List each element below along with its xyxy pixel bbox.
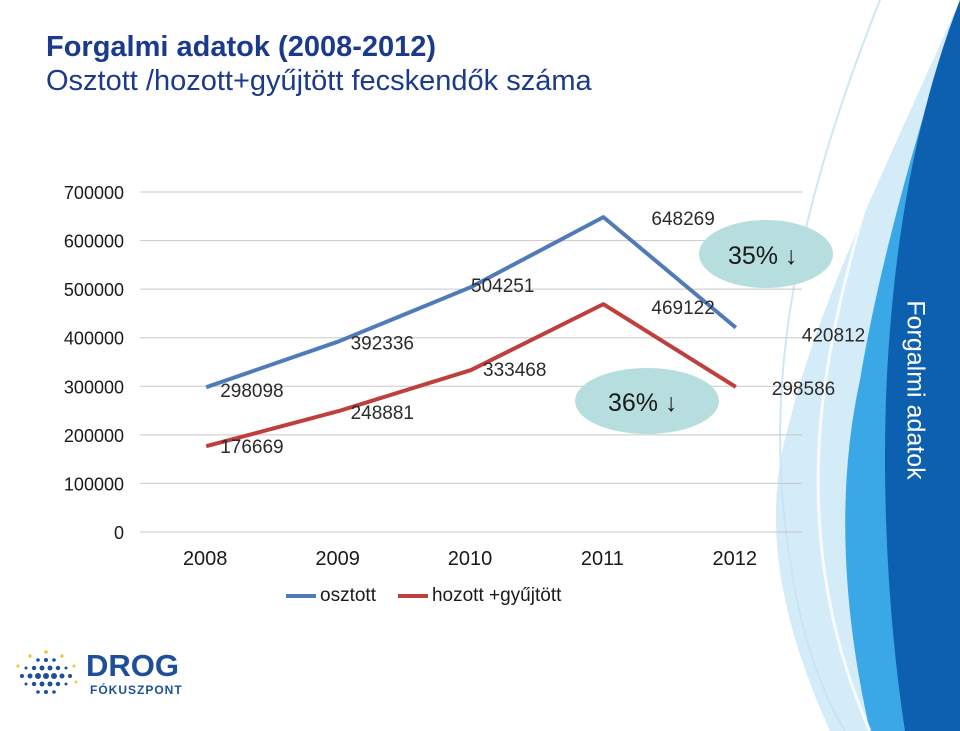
data-label: 504251 bbox=[471, 276, 534, 297]
page-title: Forgalmi adatok (2008-2012) bbox=[46, 31, 437, 63]
legend-item-osztott: osztott bbox=[286, 585, 376, 607]
y-tick-label: 100000 bbox=[64, 474, 124, 494]
y-tick-label: 200000 bbox=[64, 426, 124, 446]
data-label: 648269 bbox=[651, 209, 714, 230]
x-axis-ticks: 2008 2009 2010 2011 2012 bbox=[183, 548, 757, 570]
legend-item-hozott: hozott +gyűjtött bbox=[397, 585, 562, 607]
logo-globe-icon bbox=[16, 650, 78, 694]
legend-swatch-osztott bbox=[286, 594, 316, 598]
x-tick-label: 2009 bbox=[315, 548, 360, 570]
annotation-ellipse-osztott bbox=[699, 220, 833, 288]
legend-label-osztott: osztott bbox=[320, 585, 376, 606]
chart-series bbox=[205, 215, 738, 449]
annotation-osztott: 35% ↓ bbox=[728, 242, 797, 270]
annotation-hozott: 36% ↓ bbox=[608, 389, 677, 417]
logo-word: DROG bbox=[86, 648, 179, 683]
side-label: Forgalmi adatok bbox=[901, 300, 930, 480]
x-tick-label: 2010 bbox=[448, 548, 493, 570]
data-label: 333468 bbox=[483, 360, 546, 381]
data-label: 298098 bbox=[220, 381, 283, 402]
x-tick-label: 2011 bbox=[581, 548, 624, 570]
annotation-ellipses bbox=[575, 220, 833, 434]
x-tick-label: 2008 bbox=[183, 548, 228, 570]
chart-legend: osztott hozott +gyűjtött bbox=[286, 585, 583, 607]
data-label: 176669 bbox=[220, 437, 283, 458]
dark-blue-band bbox=[885, 0, 960, 731]
data-label: 469122 bbox=[651, 298, 714, 319]
y-axis-ticks: 0 100000 200000 300000 400000 500000 600000 700… bbox=[64, 183, 124, 543]
y-tick-label: 400000 bbox=[64, 329, 124, 349]
title-block: Forgalmi adatok (2008-2012) Osztott /hoz… bbox=[46, 30, 592, 98]
x-tick-label: 2012 bbox=[713, 548, 758, 570]
y-tick-label: 600000 bbox=[64, 232, 124, 252]
y-tick-label: 500000 bbox=[64, 280, 124, 300]
y-tick-label: 700000 bbox=[64, 183, 124, 203]
data-label: 298586 bbox=[772, 379, 835, 400]
drog-fokuszpont-logo: DROG FÓKUSZPONT bbox=[6, 646, 183, 706]
swoosh-white-stroke bbox=[816, 0, 937, 731]
logo-subtitle: FÓKUSZPONT bbox=[90, 683, 183, 697]
page-subtitle: Osztott /hozott+gyűjtött fecskendők szám… bbox=[46, 65, 592, 97]
data-label: 420812 bbox=[802, 326, 865, 347]
y-tick-label: 0 bbox=[114, 523, 124, 543]
annotation-ellipse-hozott bbox=[575, 368, 719, 434]
legend-swatch-hozott bbox=[397, 594, 428, 598]
legend-label-hozott: hozott +gyűjtött bbox=[431, 585, 562, 606]
swoosh-thin-stroke bbox=[779, 0, 881, 731]
data-labels: 298098 392336 504251 648269 420812 176669 2488… bbox=[220, 209, 865, 458]
series-line-osztott bbox=[205, 215, 738, 390]
y-tick-label: 300000 bbox=[64, 377, 124, 397]
series-line-hozott bbox=[205, 302, 737, 449]
data-label: 392336 bbox=[351, 333, 414, 354]
data-label: 248881 bbox=[351, 403, 414, 424]
